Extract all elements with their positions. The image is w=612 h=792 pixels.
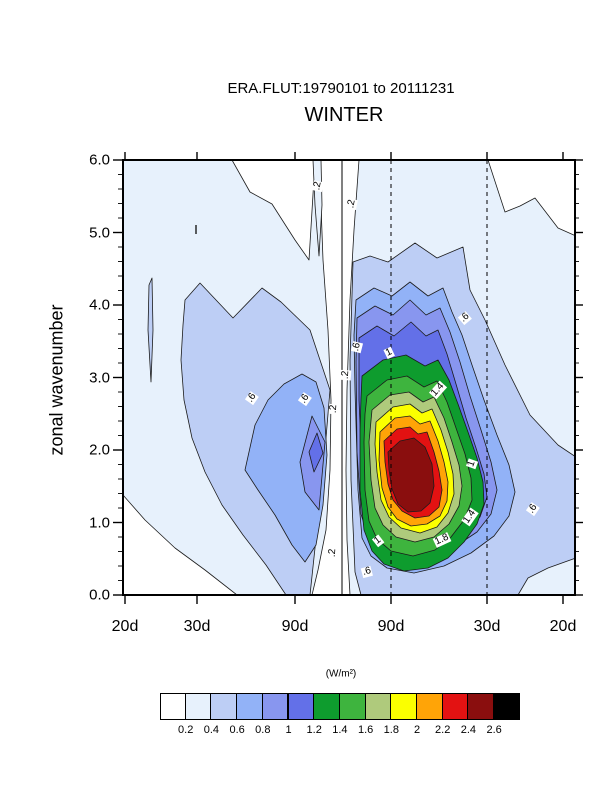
colorbar-swatch-2	[210, 693, 238, 720]
colorbar-tick-label: 2.4	[460, 724, 477, 736]
contour-region-east-2.4	[387, 437, 435, 513]
colorbar-swatch-4	[261, 693, 289, 720]
colorbar-tick-label: 0.2	[178, 724, 194, 736]
colorbar-swatch-5	[287, 693, 315, 720]
colorbar-units-label: (W/m²)	[325, 668, 357, 680]
contour-region-white-bottom-left	[123, 494, 238, 595]
x-tick-label: 90d	[281, 618, 309, 635]
colorbar-swatch-1	[184, 693, 212, 720]
colorbar-tick-label: 0.4	[203, 724, 220, 736]
contour-line-label: .2	[345, 197, 358, 211]
colorbar-swatch-7	[338, 693, 366, 720]
contour-line-label: .2	[326, 547, 339, 559]
colorbar-tick-label: 0.6	[229, 724, 245, 736]
colorbar-swatch-11	[441, 693, 469, 720]
y-tick-label: 1.0	[89, 514, 110, 531]
colorbar-tick-label: 1	[285, 724, 292, 736]
colorbar-swatch-13	[493, 693, 520, 720]
colorbar-swatch-6	[313, 693, 340, 720]
colorbar-tick-label: 1.2	[306, 724, 322, 736]
contour-region-white-top-trough	[231, 160, 360, 595]
colorbar-swatch-0	[160, 693, 186, 720]
colorbar-swatch-3	[236, 693, 263, 720]
x-tick-label: 30d	[473, 618, 501, 635]
contour-line-label: .2	[327, 403, 340, 415]
figure-suptitle: ERA.FLUT:19790101 to 20111231	[227, 80, 455, 97]
x-tick-label: 90d	[377, 618, 405, 635]
colorbar-tick-label: 2.2	[435, 724, 451, 736]
contour-fill-group	[123, 160, 575, 595]
y-tick-label: 5.0	[89, 224, 110, 241]
colorbar-swatch-9	[390, 693, 417, 720]
colorbar-swatch-12	[467, 693, 495, 720]
y-tick-label: 4.0	[89, 296, 110, 314]
y-tick-label: 3.0	[89, 369, 110, 386]
contour-region-west-band-0.6	[244, 373, 328, 563]
colorbar-swatch-10	[416, 693, 443, 720]
contour-region-white-top-right	[487, 160, 575, 236]
x-tick-label: 30d	[183, 618, 211, 635]
x-tick-label: 20d	[111, 618, 139, 635]
y-tick-label: 6.0	[89, 151, 110, 169]
colorbar-tick-label: 0.8	[255, 724, 271, 736]
x-tick-label: 20d	[549, 618, 577, 635]
colorbar-tick-label: 1.8	[383, 724, 399, 736]
contour-line-label: .2	[311, 179, 324, 193]
colorbar-tick-label: 1.4	[332, 724, 348, 736]
colorbar-tick-label: 1.6	[357, 724, 374, 736]
figure-title: WINTER	[304, 104, 384, 126]
y-tick-label: 2.0	[89, 441, 110, 459]
y-tick-label: 0.0	[89, 586, 110, 604]
contour-line-label: .2	[339, 369, 352, 381]
contour-region-west-diamond-1.0	[308, 432, 324, 473]
colorbar-tick-label: 2.6	[486, 724, 502, 736]
colorbar-swatch-8	[364, 693, 392, 720]
colorbar-tick-label: 2	[413, 724, 421, 736]
contour-region-west-sliver-0.4	[147, 277, 154, 383]
